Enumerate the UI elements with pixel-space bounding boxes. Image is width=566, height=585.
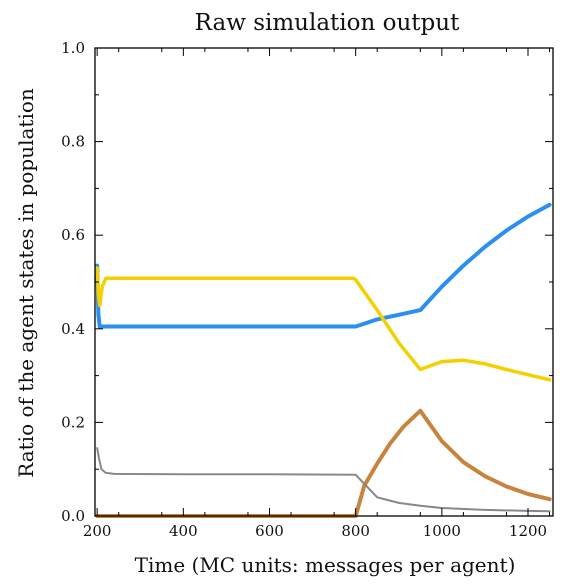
series-line-2 <box>95 266 552 382</box>
plot-frame <box>94 47 554 517</box>
y-tick-label: 0.6 <box>61 226 85 244</box>
x-axis-label: Time (MC units: messages per agent) <box>135 553 516 577</box>
x-tick-label: 1200 <box>509 522 547 540</box>
plot-area: 200 400 600 800 1000 1200 0.0 0.2 0.4 0.6 0.8 1.0 <box>61 39 554 540</box>
y-axis-label: Ratio of the agent states in population <box>14 88 38 478</box>
series-line-4 <box>96 447 551 513</box>
chart-title: Raw simulation output <box>195 10 460 36</box>
y-tick-label: 1.0 <box>61 39 85 57</box>
series-line-3 <box>95 408 552 518</box>
x-tick-label: 1000 <box>423 522 461 540</box>
x-tick-label: 200 <box>83 522 112 540</box>
x-tick-label: 800 <box>341 522 370 540</box>
y-tick-label: 0.8 <box>61 133 85 151</box>
y-tick-label: 0.4 <box>61 320 85 338</box>
series-line-1 <box>95 202 552 329</box>
x-tick-label: 600 <box>255 522 284 540</box>
x-tick-label: 400 <box>169 522 198 540</box>
y-tick-label: 0.2 <box>61 413 85 431</box>
y-tick-label: 0.0 <box>61 507 85 525</box>
